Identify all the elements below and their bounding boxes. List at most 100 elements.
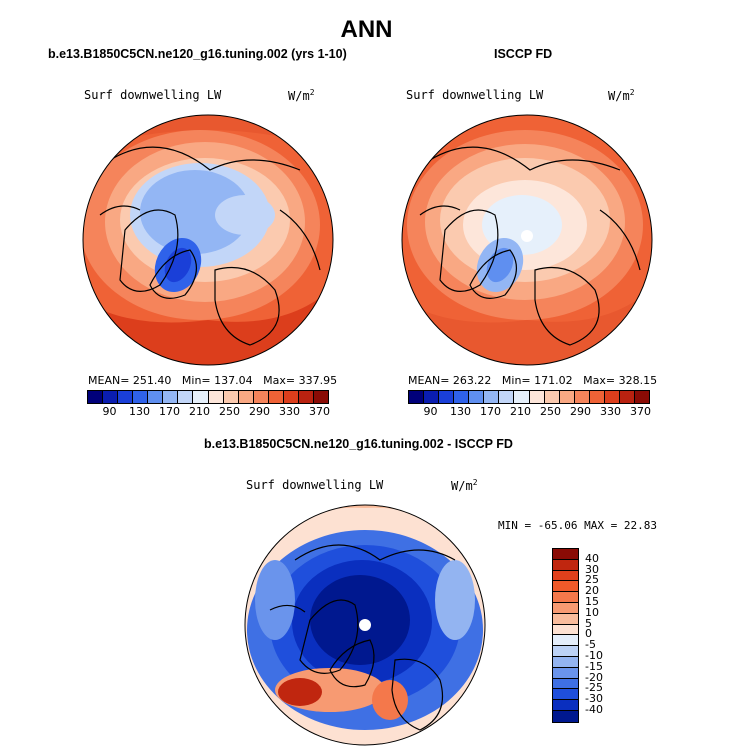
colorbar-tick-label: 250 [540,405,561,418]
panel-2-title: ISCCP FD [494,47,553,61]
colorbar-swatch [439,391,455,403]
panel-2-mean: MEAN= 263.22 [408,374,492,387]
colorbar-tick-label: 130 [450,405,471,418]
colorbar-swatch [313,391,328,403]
diff-panel-minmax: MIN = -65.06 MAX = 22.83 [498,519,657,532]
panel-1-units: W/m2 [288,88,315,103]
colorbar-swatch [553,570,578,582]
colorbar-swatch [469,391,485,403]
panel-2-min: Min= 171.02 [501,374,573,387]
colorbar-tick-label: -5 [585,638,596,652]
colorbar-swatch [298,391,314,403]
diff-panel-title: b.e13.B1850C5CN.ne120_g16.tuning.002 - I… [204,437,513,451]
colorbar-swatch [514,391,530,403]
colorbar-swatch [268,391,284,403]
diff-colorbar [552,548,579,723]
colorbar-swatch [484,391,500,403]
colorbar-swatch [103,391,119,403]
colorbar-swatch [118,391,134,403]
colorbar-tick-label: -30 [585,692,603,706]
panel-2-max: Max= 328.15 [583,374,658,387]
colorbar-swatch [604,391,620,403]
colorbar-swatch [553,667,578,679]
colorbar-swatch [88,391,104,403]
panel-2-field-label: Surf downwelling LW [406,88,544,102]
colorbar-swatch [574,391,590,403]
colorbar-tick-label: 40 [585,551,599,565]
colorbar-swatch [223,391,239,403]
colorbar-tick-label: -10 [585,649,603,662]
colorbar-swatch [589,391,605,403]
colorbar-swatch [553,581,578,593]
colorbar-swatch [454,391,470,403]
panel-1-field-label: Surf downwelling LW [84,88,222,102]
colorbar-tick-label: 370 [309,405,330,418]
panel-1-min: Min= 137.04 [181,374,253,387]
panel-2-units: W/m2 [608,88,635,103]
colorbar-tick-label: 330 [600,405,621,418]
colorbar-tick-label: 170 [159,405,180,418]
panel-2-colorbar [408,390,650,404]
colorbar-tick-label: 130 [129,405,150,418]
colorbar-swatch [253,391,269,403]
colorbar-swatch [148,391,164,403]
colorbar-tick-label: 210 [510,405,531,418]
colorbar-tick-label: -25 [585,681,603,695]
colorbar-swatch [553,689,578,701]
colorbar-swatch [544,391,560,403]
panel-1-stats: MEAN= 251.40 Min= 137.04 Max= 337.95 [88,374,337,387]
colorbar-tick-label: 25 [585,573,599,587]
colorbar-swatch [283,391,299,403]
colorbar-tick-label: 250 [219,405,240,418]
colorbar-tick-label: 170 [480,405,501,418]
colorbar-swatch [409,391,425,403]
colorbar-swatch [553,635,578,647]
colorbar-swatch [553,559,578,571]
colorbar-swatch [553,613,578,625]
colorbar-tick-label: 290 [570,405,591,418]
colorbar-swatch [529,391,545,403]
colorbar-tick-label: 210 [189,405,210,418]
colorbar-swatch [553,549,578,560]
panel-1-title: b.e13.B1850C5CN.ne120_g16.tuning.002 (yr… [48,47,347,61]
colorbar-tick-label: 90 [423,405,438,418]
colorbar-tick-label: 10 [585,605,599,619]
colorbar-swatch [553,656,578,668]
colorbar-tick-label: 15 [585,595,599,608]
main-title: ANN [340,16,393,43]
colorbar-tick-label: 5 [585,616,592,630]
panel-2-colorbar-labels: 90 130 170 210 250 290 330 370 [408,405,652,419]
colorbar-swatch [553,624,578,636]
colorbar-tick-label: 330 [279,405,300,418]
colorbar-swatch [553,678,578,690]
colorbar-tick-label: 0 [585,627,592,641]
colorbar-swatch [559,391,575,403]
colorbar-swatch [178,391,194,403]
colorbar-swatch [553,592,578,603]
colorbar-tick-label: 90 [102,405,117,418]
diff-panel-field-label: Surf downwelling LW [246,478,384,492]
colorbar-swatch [553,710,578,722]
panel-1-mean: MEAN= 251.40 [88,374,172,387]
colorbar-swatch [553,700,578,711]
colorbar-tick-label: -40 [585,703,603,716]
colorbar-swatch [238,391,254,403]
colorbar-swatch [193,391,209,403]
colorbar-swatch [634,391,649,403]
colorbar-swatch [133,391,149,403]
colorbar-swatch [208,391,224,403]
colorbar-swatch [619,391,635,403]
colorbar-tick-label: -20 [585,670,603,684]
colorbar-swatch [499,391,515,403]
panel-1-colorbar-labels: 90 130 170 210 250 290 330 370 [87,405,331,419]
panel-2-stats: MEAN= 263.22 Min= 171.02 Max= 328.15 [408,374,657,387]
colorbar-tick-label: 290 [249,405,270,418]
panel-1-max: Max= 337.95 [263,374,338,387]
panel-1-colorbar [87,390,329,404]
colorbar-tick-label: -15 [585,659,603,673]
colorbar-swatch [553,602,578,614]
colorbar-swatch [424,391,440,403]
colorbar-tick-label: 30 [585,562,599,576]
diff-panel-units: W/m2 [451,478,478,493]
colorbar-tick-label: 20 [585,584,599,598]
